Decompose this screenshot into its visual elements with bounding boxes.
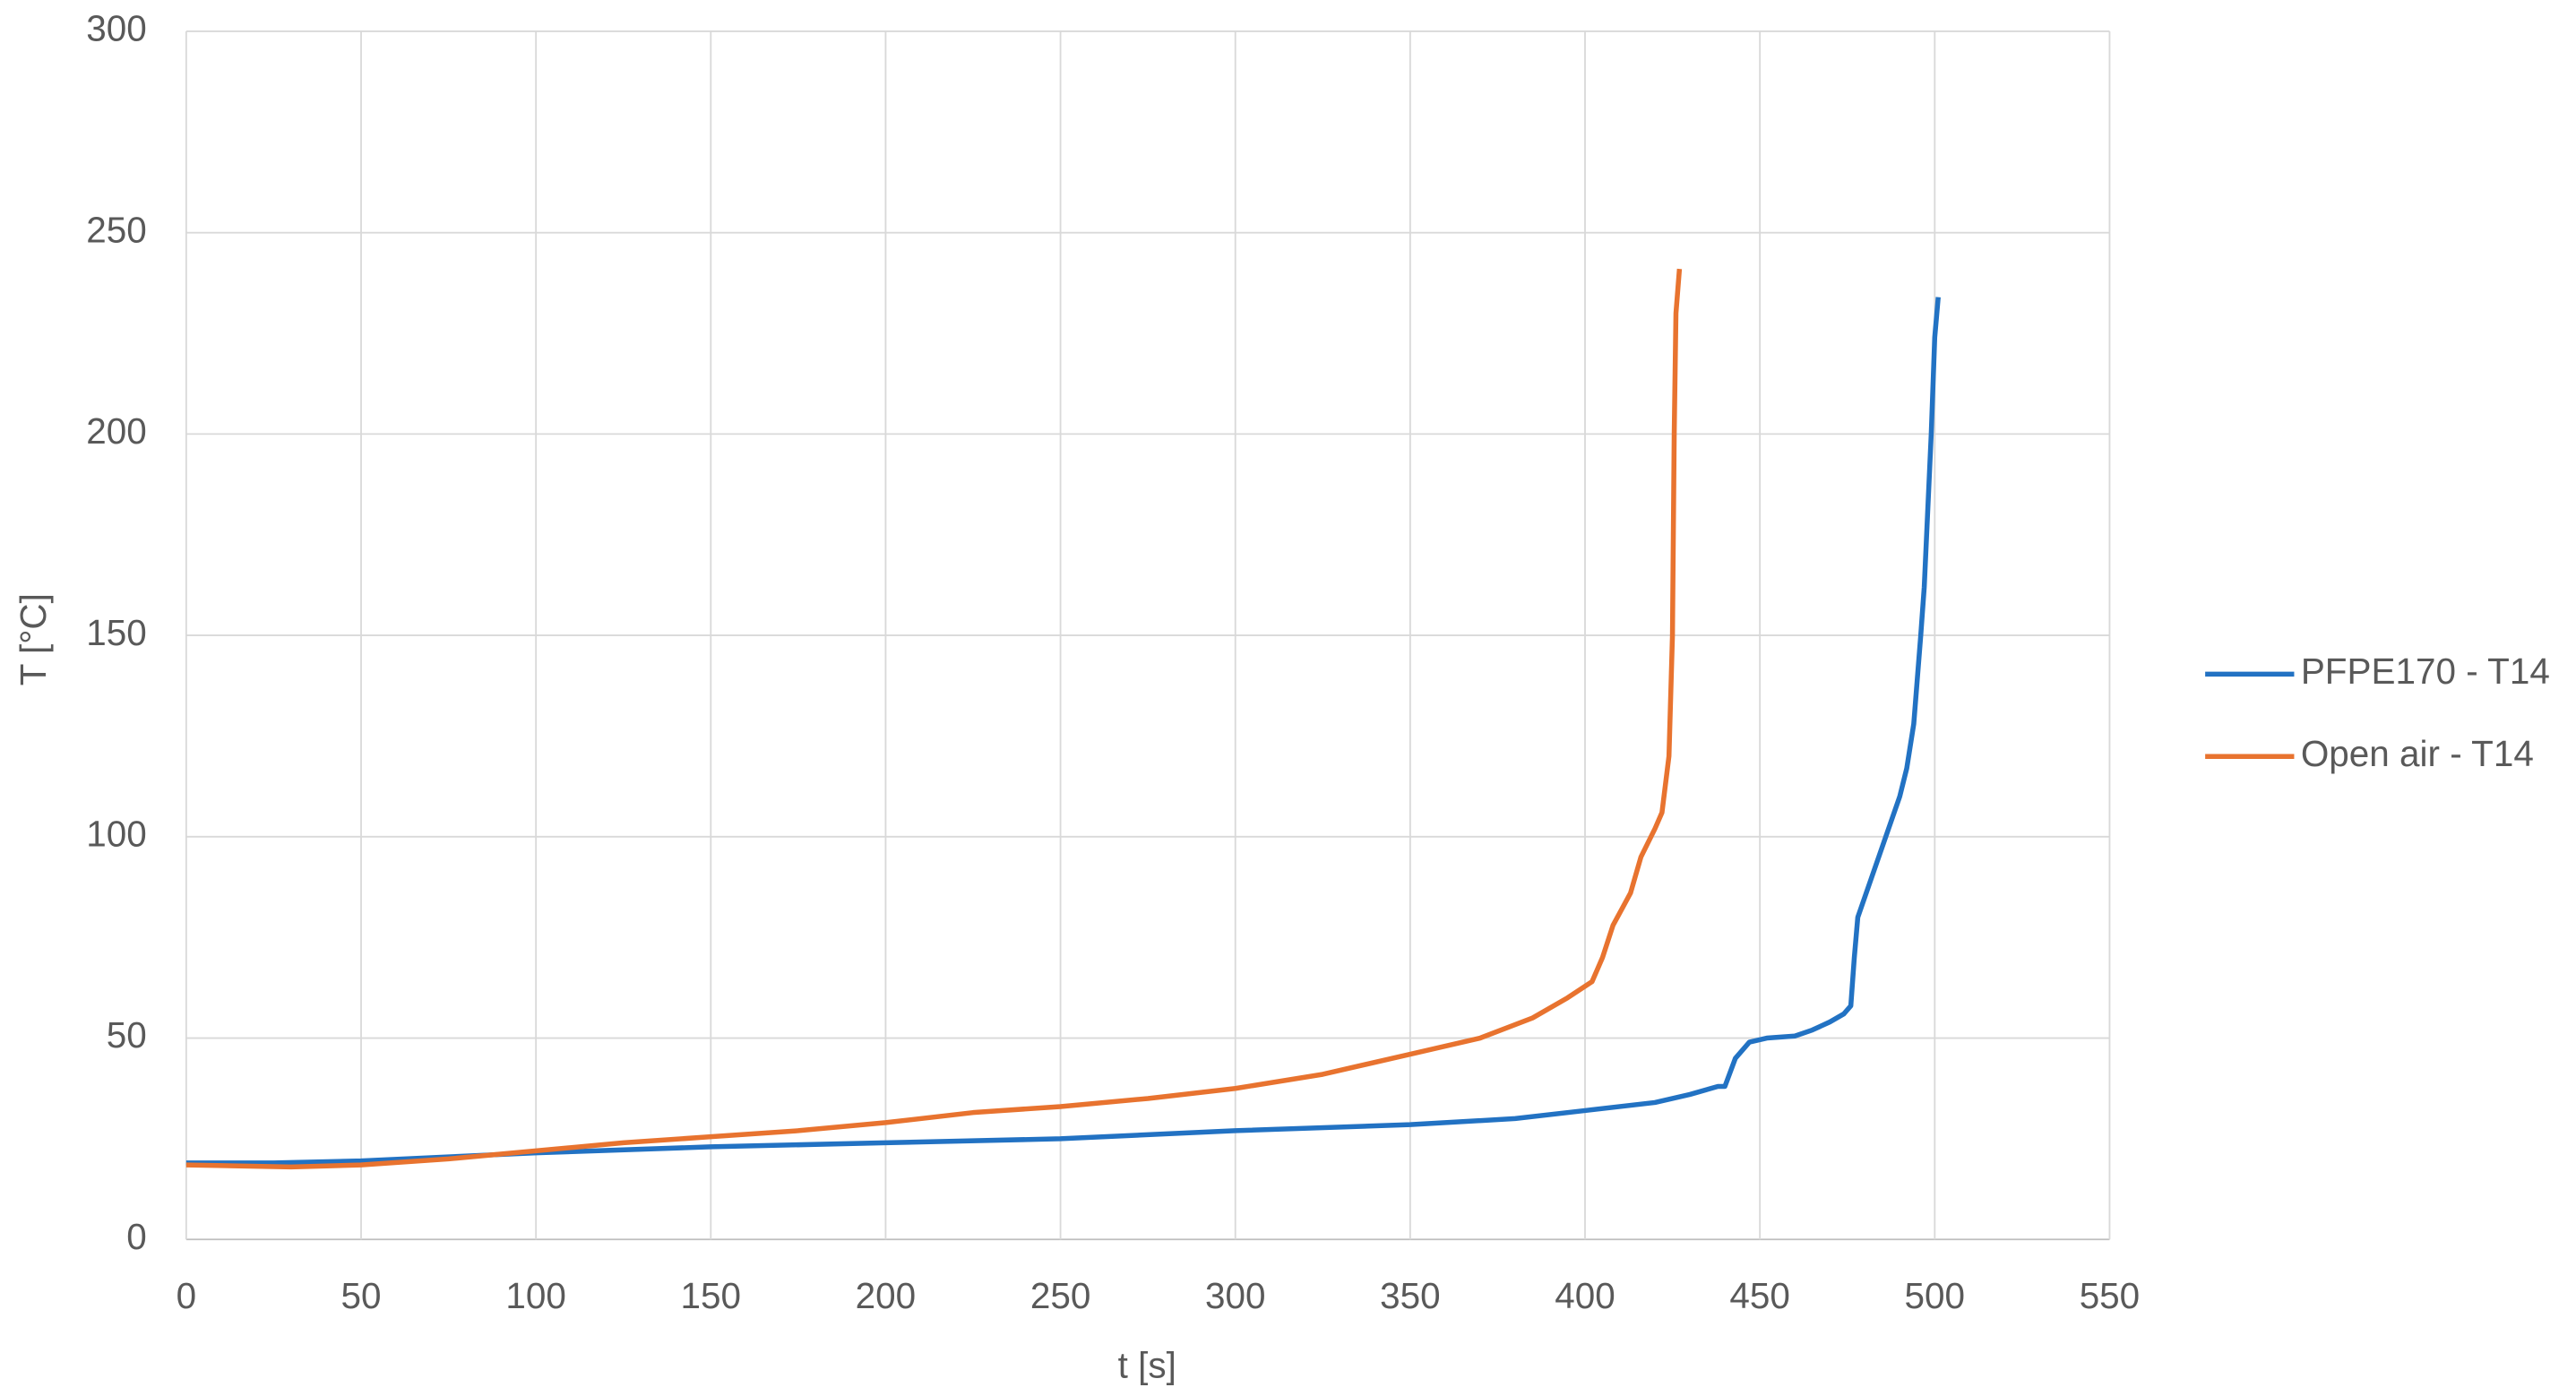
x-tick-label: 500 [1905, 1275, 1965, 1316]
legend-label: PFPE170 - T14 [2301, 651, 2550, 692]
x-tick-label: 50 [340, 1275, 381, 1316]
y-tick-label: 0 [126, 1216, 146, 1257]
x-tick-label: 100 [505, 1275, 565, 1316]
series-line [185, 268, 1683, 1170]
y-tick-label: 100 [86, 814, 146, 855]
x-tick-label: 550 [2080, 1275, 2140, 1316]
y-axis-label: T [°C] [13, 593, 54, 685]
x-tick-label: 400 [1555, 1275, 1615, 1316]
x-tick-label: 200 [856, 1275, 916, 1316]
y-tick-label: 150 [86, 612, 146, 653]
x-axis-label: t [s] [1118, 1344, 1176, 1385]
series-line [185, 297, 1941, 1166]
y-tick-label: 300 [86, 8, 146, 49]
y-tick-label: 250 [86, 209, 146, 250]
x-tick-label: 300 [1205, 1275, 1265, 1316]
x-tick-label: 250 [1030, 1275, 1090, 1316]
legend-label: Open air - T14 [2301, 733, 2534, 774]
x-tick-label: 0 [177, 1275, 196, 1316]
x-tick-label: 450 [1729, 1275, 1789, 1316]
x-tick-label: 350 [1380, 1275, 1440, 1316]
y-tick-label: 200 [86, 410, 146, 452]
y-tick-label: 50 [107, 1014, 147, 1056]
x-tick-label: 150 [681, 1275, 741, 1316]
